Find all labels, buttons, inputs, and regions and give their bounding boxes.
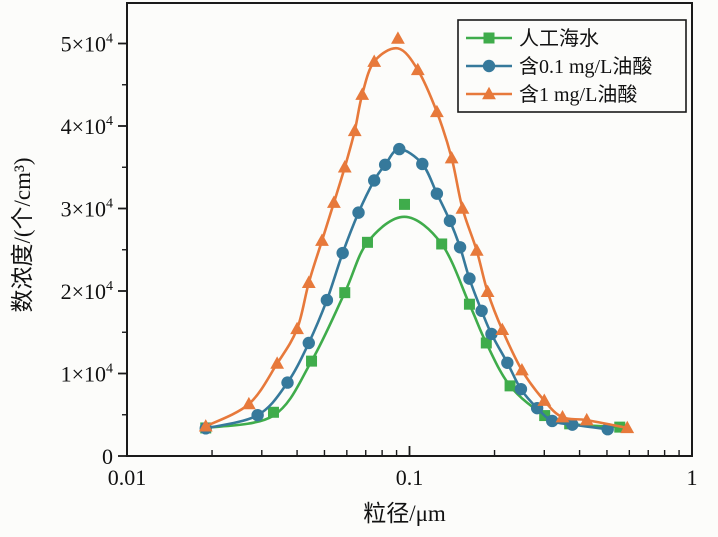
- data-point-triangle: [444, 150, 459, 164]
- data-point-triangle: [482, 86, 496, 100]
- data-point-triangle: [337, 160, 352, 173]
- y-axis-title: 数浓度/(个/cm³): [10, 157, 35, 312]
- data-point-circle: [485, 327, 498, 341]
- data-point-square: [480, 337, 492, 349]
- data-point-circle: [320, 293, 334, 307]
- data-point-circle: [302, 336, 315, 350]
- data-point-circle: [463, 272, 476, 285]
- data-point-triangle: [367, 54, 382, 67]
- data-point-square: [398, 198, 410, 210]
- data-point-circle: [393, 142, 406, 156]
- series-line: [204, 215, 622, 430]
- data-point-circle: [430, 187, 444, 200]
- legend-label: 含0.1 mg/L油酸: [519, 55, 652, 78]
- data-point-square: [267, 406, 279, 418]
- data-point-circle: [416, 157, 429, 171]
- data-point-square: [339, 287, 351, 299]
- y-tick-label: 3×104: [61, 197, 113, 222]
- data-point-triangle: [620, 420, 635, 434]
- y-tick-label: 0: [102, 444, 113, 469]
- data-point-circle: [368, 174, 381, 187]
- data-point-circle: [566, 418, 579, 431]
- data-point-triangle: [515, 363, 529, 376]
- series-oleic-acid-0.1mgL: [199, 142, 614, 436]
- data-point-triangle: [455, 201, 470, 214]
- data-point-triangle: [327, 195, 341, 208]
- data-point-square: [436, 238, 448, 250]
- y-tick-label: 1×104: [61, 362, 113, 387]
- data-point-circle: [453, 241, 467, 254]
- data-point-circle: [482, 59, 496, 73]
- y-axis: 0 1×104 2×104 3×104 4×104 5×104 数浓度/(个/cm³): [10, 32, 127, 469]
- data-point-triangle: [429, 104, 444, 118]
- data-point-triangle: [347, 123, 362, 137]
- x-axis: 0.01 0.1 1 粒径/μm: [108, 446, 698, 526]
- data-point-circle: [501, 356, 514, 369]
- data-point-circle: [281, 376, 294, 389]
- data-point-square: [483, 32, 495, 44]
- legend-entry-artificial-seawater: 人工海水: [466, 27, 599, 50]
- data-point-triangle: [391, 31, 405, 44]
- data-point-triangle: [315, 233, 329, 246]
- legend-entry-oleic-acid-1mgL: 含1 mg/L油酸: [466, 83, 637, 106]
- x-tick-label: 0.01: [108, 465, 147, 490]
- series-line: [204, 147, 609, 431]
- x-axis-title: 粒径/μm: [363, 501, 446, 526]
- legend-label: 含1 mg/L油酸: [519, 83, 637, 106]
- data-point-triangle: [355, 87, 370, 100]
- data-point-circle: [475, 304, 488, 317]
- data-point-triangle: [469, 243, 484, 256]
- data-point-triangle: [410, 62, 425, 76]
- data-point-triangle: [198, 419, 213, 432]
- legend-entry-oleic-acid-0.1mgL: 含0.1 mg/L油酸: [466, 55, 652, 78]
- data-point-square: [361, 236, 373, 248]
- data-point-triangle: [579, 412, 594, 426]
- y-tick-label: 4×104: [61, 114, 113, 139]
- data-point-triangle: [270, 356, 285, 369]
- series-oleic-acid-1mgL: [198, 31, 635, 434]
- y-tick-label: 5×104: [61, 32, 113, 57]
- data-point-triangle: [480, 284, 495, 298]
- data-point-square: [463, 298, 475, 310]
- y-tick-label: 2×104: [61, 279, 113, 304]
- data-point-circle: [251, 408, 264, 422]
- data-point-circle: [378, 158, 392, 171]
- x-tick-label: 0.1: [396, 465, 424, 490]
- legend-label: 人工海水: [519, 27, 599, 50]
- data-point-triangle: [495, 322, 510, 335]
- data-point-circle: [443, 214, 457, 228]
- data-point-circle: [514, 382, 528, 396]
- data-point-square: [504, 380, 516, 392]
- data-point-triangle: [241, 396, 256, 410]
- data-point-triangle: [555, 410, 570, 423]
- data-point-circle: [601, 422, 614, 436]
- series-artificial-seawater: [200, 198, 626, 434]
- data-point-circle: [352, 206, 365, 219]
- data-point-triangle: [290, 321, 304, 335]
- data-point-circle: [546, 414, 559, 428]
- data-point-triangle: [537, 393, 552, 406]
- x-tick-label: 1: [687, 465, 698, 490]
- data-point-circle: [336, 246, 349, 260]
- data-point-square: [306, 355, 318, 367]
- data-point-triangle: [301, 275, 316, 288]
